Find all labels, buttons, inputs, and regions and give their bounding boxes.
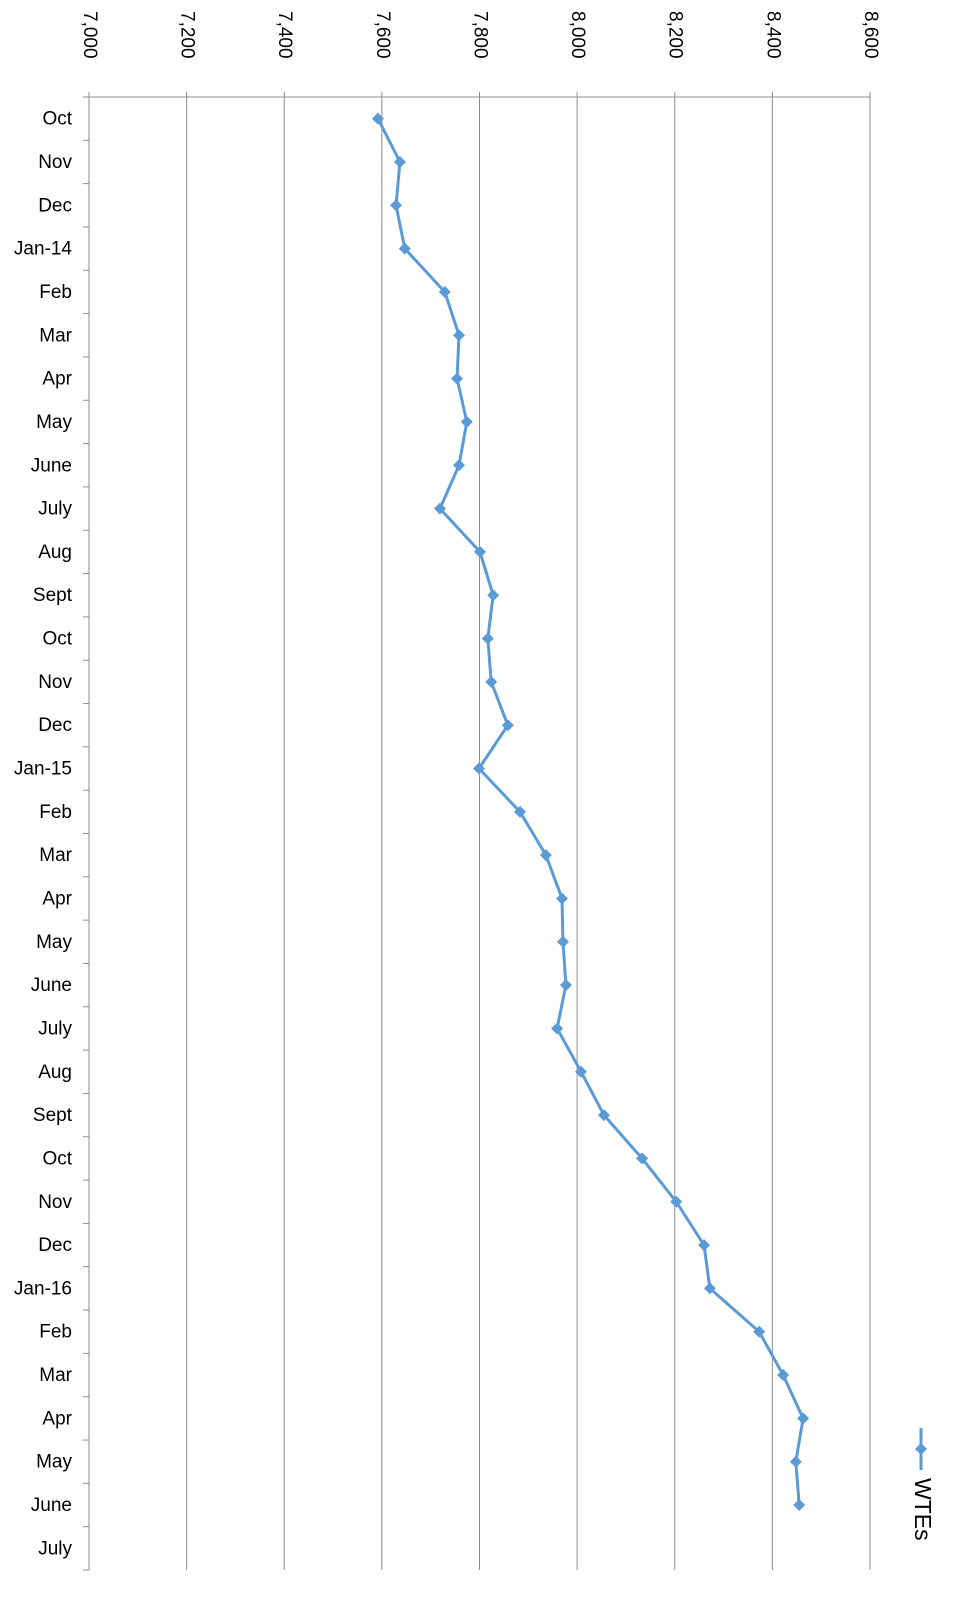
data-point xyxy=(452,459,465,472)
y-tick-label: Apr xyxy=(42,889,72,910)
y-tick-label: May xyxy=(36,1452,72,1473)
series-line xyxy=(376,117,805,1506)
data-point xyxy=(481,632,494,645)
y-tick-label: Dec xyxy=(38,715,72,736)
data-point xyxy=(501,719,514,732)
y-tick-label: Nov xyxy=(38,1192,72,1213)
x-tick-label: 7,000 xyxy=(79,11,100,59)
y-tick-label: June xyxy=(31,455,72,476)
y-tick-label: July xyxy=(38,1538,72,1559)
legend-label: WTEs xyxy=(910,1478,936,1541)
y-tick-label: June xyxy=(31,1495,72,1516)
y-tick-label: Oct xyxy=(42,1148,72,1169)
x-tick-label: 8,600 xyxy=(860,11,881,59)
x-tick-label: 8,400 xyxy=(762,11,783,59)
data-point xyxy=(777,1369,790,1382)
y-tick-label: Dec xyxy=(38,1235,72,1256)
data-point xyxy=(438,285,451,298)
data-point xyxy=(473,545,486,558)
x-tick-label: 8,200 xyxy=(665,11,686,59)
y-tick-label: Apr xyxy=(42,1408,72,1429)
y-tick-label: Mar xyxy=(39,845,72,866)
data-point xyxy=(797,1412,810,1425)
data-point xyxy=(793,1499,806,1512)
y-tick-label: May xyxy=(36,932,72,953)
y-tick-label: June xyxy=(31,975,72,996)
data-point xyxy=(371,112,384,125)
data-point xyxy=(539,849,552,862)
data-point xyxy=(398,242,411,255)
y-tick-label: Jan-14 xyxy=(14,239,73,260)
y-tick-label: Feb xyxy=(39,1322,72,1343)
x-tick-label: 7,200 xyxy=(177,11,198,59)
y-tick-label: Oct xyxy=(42,629,72,650)
y-tick-label: July xyxy=(38,499,72,520)
y-tick-label: Sept xyxy=(33,585,73,606)
y-tick-label: Dec xyxy=(38,195,72,216)
x-tick-label: 8,000 xyxy=(567,11,588,59)
data-point xyxy=(485,675,498,688)
y-tick-label: Nov xyxy=(38,152,72,173)
data-point xyxy=(698,1239,711,1252)
data-point xyxy=(559,979,572,992)
data-point xyxy=(390,199,403,212)
legend-marker xyxy=(915,1443,927,1455)
data-point xyxy=(452,329,465,342)
data-point xyxy=(789,1455,802,1468)
y-tick-label: May xyxy=(36,412,72,433)
data-point xyxy=(636,1152,649,1165)
y-tick-label: Mar xyxy=(39,325,72,346)
data-point xyxy=(473,762,486,775)
y-tick-label: Apr xyxy=(42,369,72,390)
y-tick-label: Aug xyxy=(38,542,72,563)
data-point xyxy=(451,372,464,385)
data-point xyxy=(753,1325,766,1338)
y-tick-label: Feb xyxy=(39,282,72,303)
data-point xyxy=(703,1282,716,1295)
data-point xyxy=(575,1065,588,1078)
y-tick-label: Jan-15 xyxy=(14,759,72,780)
x-tick-label: 7,800 xyxy=(469,11,490,59)
y-tick-label: July xyxy=(38,1018,72,1039)
data-point xyxy=(597,1109,610,1122)
y-tick-label: Feb xyxy=(39,802,72,823)
y-tick-label: Sept xyxy=(33,1105,73,1126)
data-point xyxy=(487,589,500,602)
y-tick-label: Aug xyxy=(38,1062,72,1083)
data-point xyxy=(433,502,446,515)
y-tick-label: Mar xyxy=(39,1365,72,1386)
data-point xyxy=(393,155,406,168)
data-point xyxy=(556,935,569,948)
y-tick-label: Oct xyxy=(42,109,72,130)
data-point xyxy=(514,805,527,818)
x-tick-label: 7,600 xyxy=(372,11,393,59)
x-tick-label: 7,400 xyxy=(274,11,295,59)
data-point xyxy=(551,1022,564,1035)
data-point xyxy=(460,415,473,428)
y-tick-label: Jan-16 xyxy=(14,1278,72,1299)
data-point xyxy=(670,1195,683,1208)
data-point xyxy=(555,892,568,905)
y-tick-label: Nov xyxy=(38,672,72,693)
